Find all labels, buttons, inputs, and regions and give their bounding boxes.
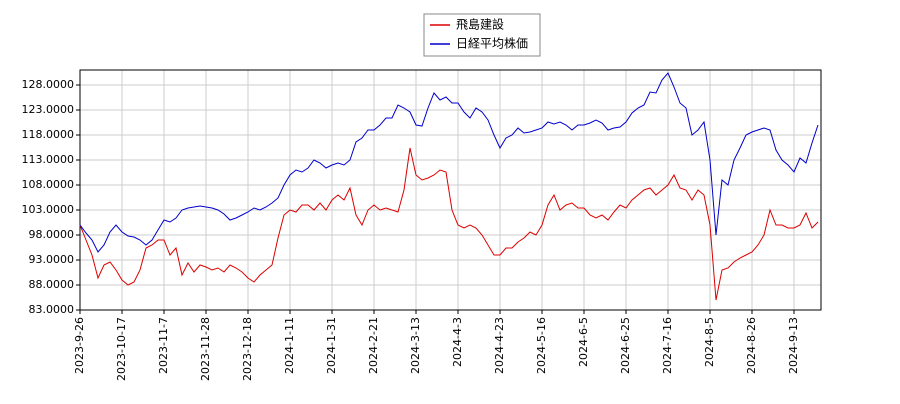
x-tick-label: 2024-1-31 xyxy=(325,317,338,374)
x-tick-label: 2023-12-18 xyxy=(241,317,254,381)
y-tick-label: 108.0000 xyxy=(22,178,75,191)
x-tick-label: 2024-8-26 xyxy=(745,317,758,374)
legend-label: 日経平均株価 xyxy=(456,36,528,51)
x-tick-label: 2024-5-16 xyxy=(535,317,548,374)
x-tick-label: 2024-9-13 xyxy=(787,317,800,374)
x-tick-label: 2024-1-11 xyxy=(283,317,296,374)
x-tick-label: 2024-2-21 xyxy=(367,317,380,374)
x-tick-label: 2024-4-3 xyxy=(451,317,464,367)
y-tick-label: 83.0000 xyxy=(29,303,75,316)
legend-box xyxy=(423,13,541,57)
y-tick-label: 118.0000 xyxy=(22,128,75,141)
x-tick-label: 2023-11-28 xyxy=(199,317,212,381)
x-tick-label: 2023-9-26 xyxy=(73,317,86,374)
y-tick-label: 113.0000 xyxy=(22,153,75,166)
series-line xyxy=(79,72,819,253)
y-tick-label: 93.0000 xyxy=(29,253,75,266)
x-tick-label: 2023-11-7 xyxy=(157,317,170,374)
y-tick-label: 103.0000 xyxy=(22,203,75,216)
x-tick-label: 2024-7-16 xyxy=(661,317,674,374)
y-tick-label: 88.0000 xyxy=(29,278,75,291)
legend-label: 飛島建設 xyxy=(456,17,504,32)
x-tick-label: 2024-6-5 xyxy=(577,317,590,367)
series-line xyxy=(79,147,819,301)
y-tick-label: 98.0000 xyxy=(29,228,75,241)
x-tick-label: 2024-3-13 xyxy=(409,317,422,374)
x-tick-label: 2023-10-17 xyxy=(115,317,128,381)
x-tick-label: 2024-4-23 xyxy=(493,317,506,374)
y-tick-label: 123.0000 xyxy=(22,103,75,116)
y-tick-label: 128.0000 xyxy=(22,78,75,91)
plot-frame xyxy=(79,69,822,311)
x-tick-label: 2024-8-5 xyxy=(703,317,716,367)
x-tick-label: 2024-6-25 xyxy=(619,317,632,374)
